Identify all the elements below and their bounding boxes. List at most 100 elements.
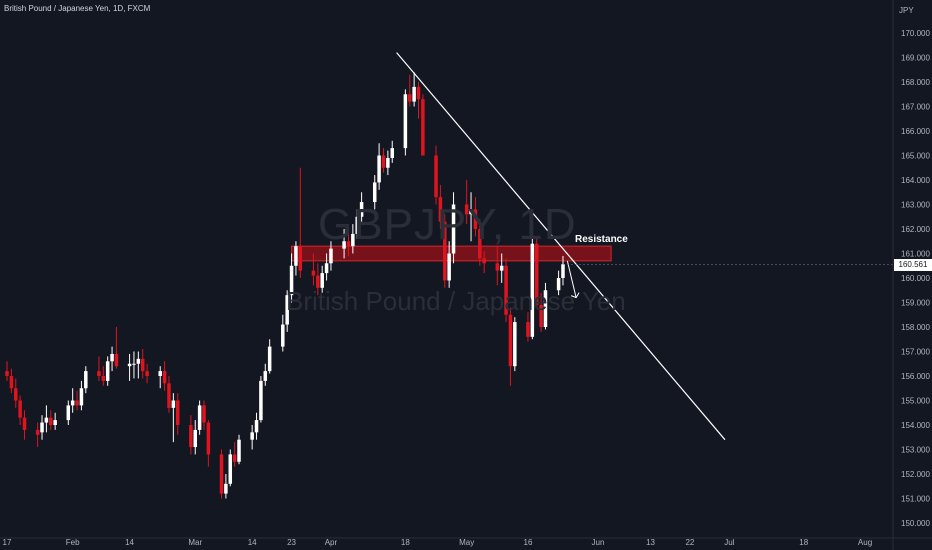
candle-body <box>189 425 193 448</box>
y-tick-label: 170.000 <box>901 29 930 38</box>
candle-body <box>377 155 381 183</box>
candle-body <box>281 324 285 347</box>
candle-body <box>416 86 421 100</box>
y-tick-label: 154.000 <box>901 421 930 430</box>
candle-body <box>75 400 79 406</box>
candle-body <box>316 275 320 288</box>
candle-body <box>482 258 486 264</box>
candle-body <box>390 148 394 158</box>
candle-body <box>556 278 561 291</box>
candle-body <box>464 204 469 215</box>
x-tick-label: Apr <box>325 538 338 547</box>
candle-body <box>175 400 180 425</box>
x-tick-label: 18 <box>799 538 808 547</box>
x-tick-label: Feb <box>66 538 80 547</box>
candle-body <box>66 405 71 421</box>
y-tick-label: 155.000 <box>901 397 930 406</box>
candle-body <box>346 241 351 247</box>
y-tick-label: 165.000 <box>901 152 930 161</box>
x-tick-label: Jul <box>724 538 734 547</box>
x-tick-label: 23 <box>287 538 296 547</box>
currency-label: JPY <box>899 6 914 15</box>
projection-arrow-head <box>570 292 580 299</box>
x-tick-label: Aug <box>858 538 872 547</box>
candle-body <box>311 270 316 276</box>
candle-body <box>171 400 176 408</box>
candle-body <box>447 253 451 281</box>
candle-body <box>232 454 237 462</box>
chart-title: British Pound / Japanese Yen, 1D, FXCM <box>4 4 151 13</box>
y-tick-label: 168.000 <box>901 78 930 87</box>
candle-body <box>132 363 136 365</box>
candle-body <box>434 155 438 198</box>
candle-body <box>289 265 294 296</box>
candle-body <box>543 290 548 327</box>
candle-body <box>53 420 57 425</box>
x-tick-label: 22 <box>685 538 694 547</box>
candle-body <box>259 380 263 421</box>
candle-body <box>408 94 412 102</box>
candle-body <box>193 429 197 448</box>
candle-body <box>508 314 513 367</box>
candle-body <box>443 221 447 281</box>
y-tick-label: 150.000 <box>901 519 930 528</box>
candle-body <box>320 273 324 288</box>
candle-body <box>101 376 106 381</box>
candle-body <box>35 429 40 435</box>
x-tick-label: Mar <box>188 538 202 547</box>
candle-body <box>438 197 443 222</box>
candle-body <box>49 417 53 425</box>
candle-body <box>298 246 303 271</box>
candle-body <box>534 243 539 305</box>
candle-body <box>5 371 9 376</box>
candle-body <box>351 233 355 247</box>
x-tick-label: Jun <box>592 538 605 547</box>
candle-body <box>495 263 500 271</box>
candle-body <box>40 422 44 433</box>
x-tick-label: 13 <box>646 538 655 547</box>
y-tick-label: 151.000 <box>901 495 930 504</box>
candle-body <box>250 432 254 440</box>
candle-body <box>561 264 565 278</box>
x-tick-label: 14 <box>125 538 134 547</box>
x-tick-label: 16 <box>524 538 533 547</box>
candle-body <box>530 243 535 337</box>
y-tick-label: 164.000 <box>901 176 930 185</box>
candle-body <box>539 304 543 327</box>
candle-body <box>412 86 416 102</box>
watermark-symbol: GBPJPY, 1D <box>318 200 577 249</box>
candle-body <box>263 371 268 381</box>
candle-body <box>110 353 114 362</box>
candle-body <box>342 241 346 249</box>
candle-body <box>504 265 508 315</box>
candle-body <box>499 265 504 271</box>
candle-body <box>70 400 75 406</box>
candle-body <box>84 371 88 389</box>
y-tick-label: 152.000 <box>901 470 930 479</box>
x-tick-label: 14 <box>248 538 257 547</box>
candle-body <box>285 295 289 325</box>
y-tick-label: 160.000 <box>901 274 930 283</box>
candle-body <box>158 371 162 376</box>
candle-body <box>478 229 482 259</box>
x-tick-label: 18 <box>401 538 410 547</box>
trendline <box>396 52 726 441</box>
candle-body <box>237 439 241 462</box>
candle-body <box>9 376 14 389</box>
last-price-badge: 160.561 <box>894 259 932 271</box>
candle-body <box>22 417 27 430</box>
y-tick-label: 163.000 <box>901 201 930 210</box>
x-tick-label: 17 <box>3 538 12 547</box>
candle-body <box>359 202 364 217</box>
y-tick-label: 156.000 <box>901 372 930 381</box>
projection-arrow-shaft <box>566 260 577 298</box>
candle-body <box>127 363 132 367</box>
resistance-label: Resistance <box>575 234 628 245</box>
candle-body <box>267 346 272 372</box>
x-tick-label: May <box>459 538 474 547</box>
candle-body <box>473 209 478 229</box>
candle-body <box>228 454 233 484</box>
candle-body <box>403 94 408 149</box>
